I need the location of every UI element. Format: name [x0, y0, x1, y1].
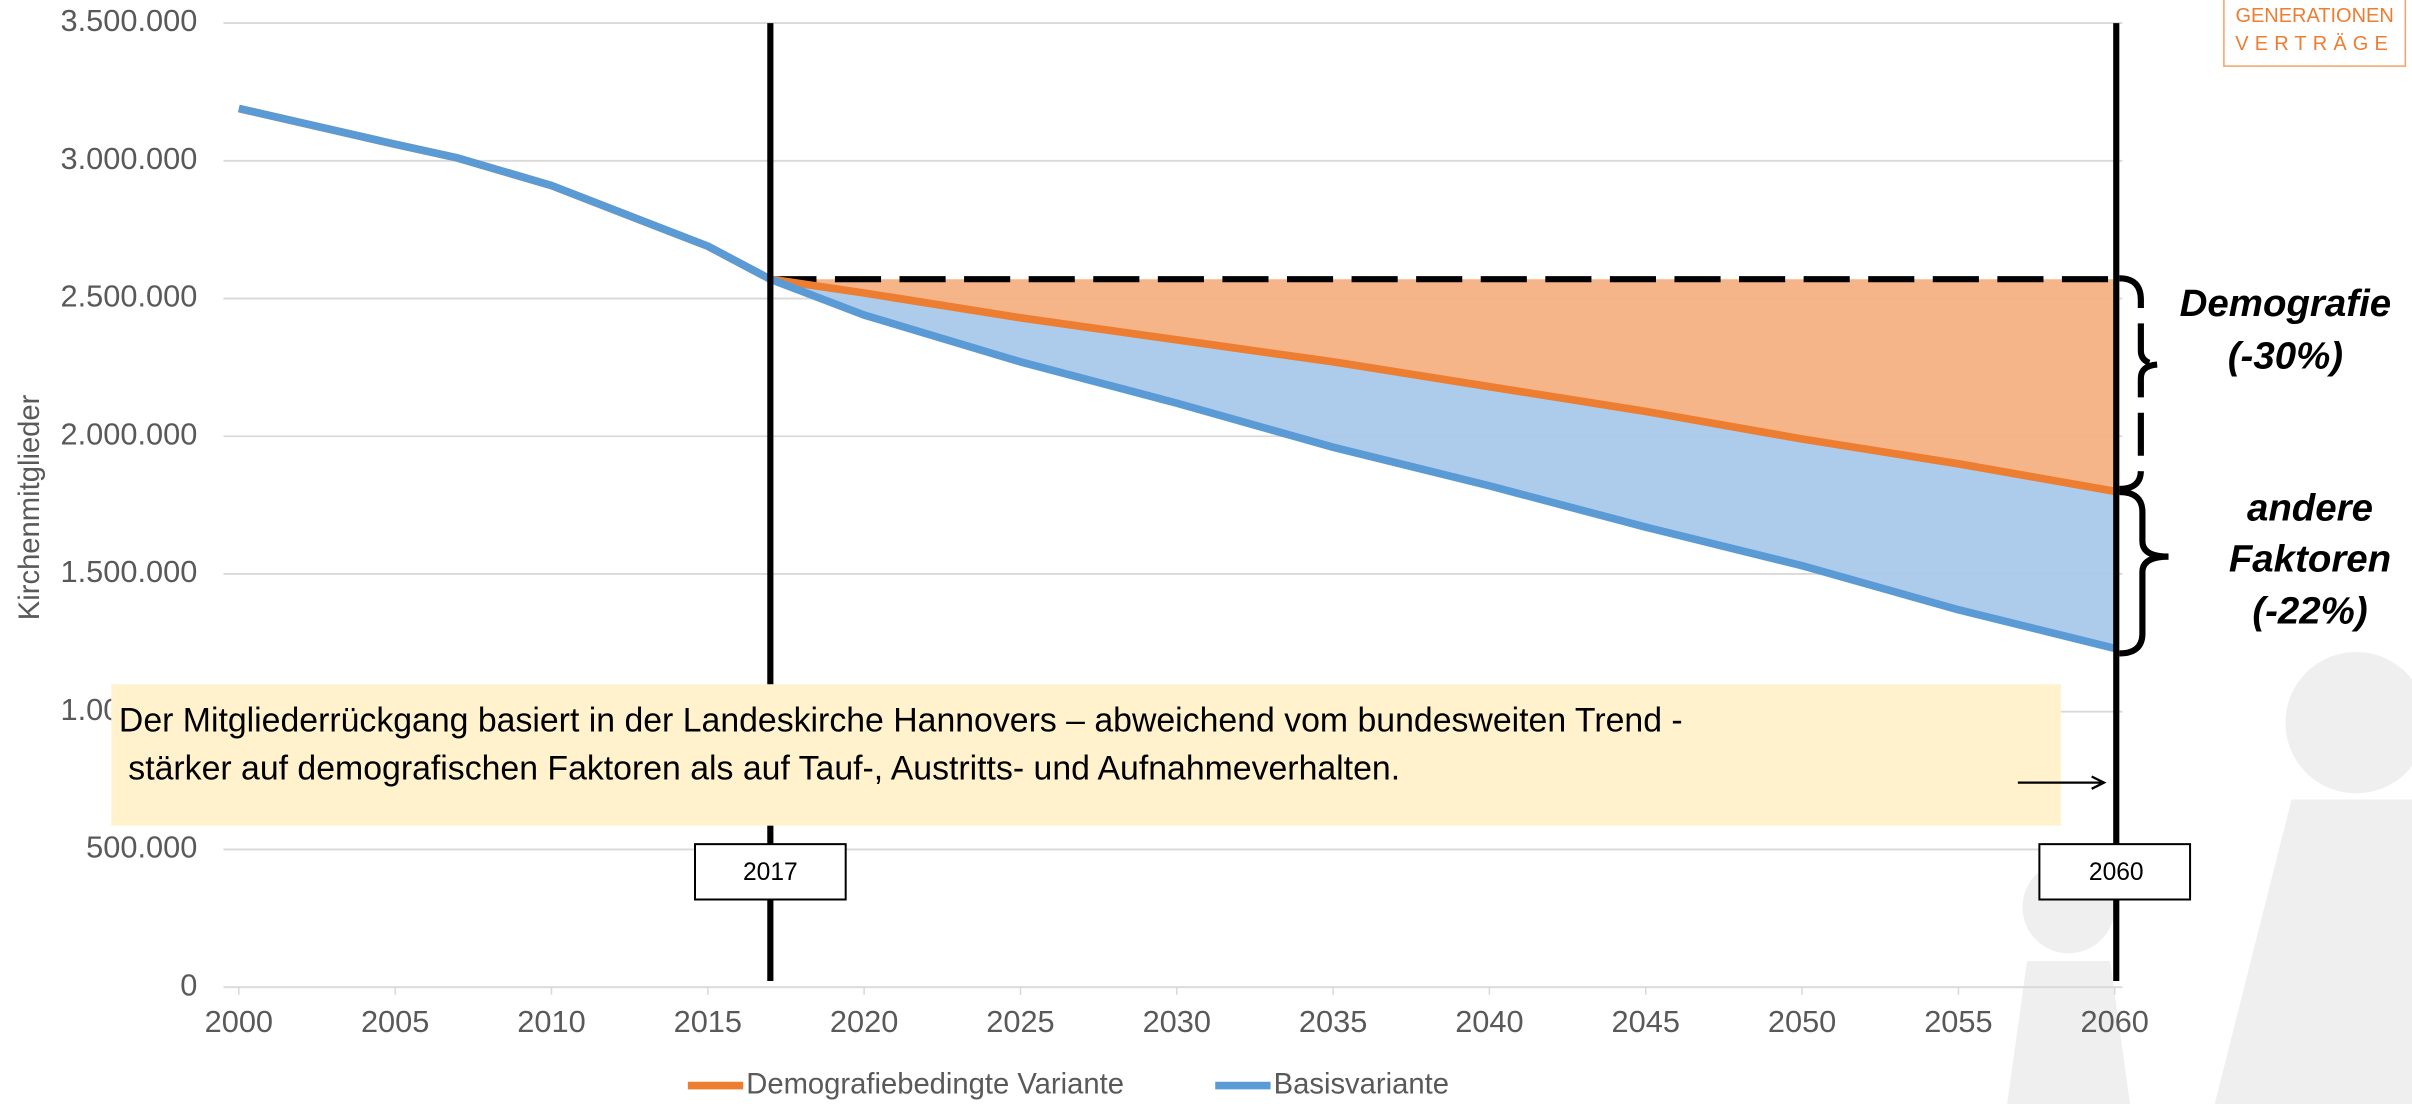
area [770, 279, 2115, 492]
x-tick-label: 2030 [1143, 1004, 1211, 1039]
marker-box [694, 843, 847, 901]
y-tick-label: 3.000.000 [61, 141, 198, 176]
background-figures [2007, 651, 2412, 1104]
arrow [2017, 775, 2107, 790]
annotation-text: stärker auf demografischen Faktoren als … [119, 749, 1400, 787]
x-tick-label: 2015 [674, 1004, 742, 1039]
annotation-box [111, 684, 2061, 826]
annotation-text: Der Mitgliederrückgang basiert in der La… [119, 702, 1683, 740]
marker-label: 2060 [2089, 859, 2144, 886]
x-tick-label: 2035 [1299, 1004, 1367, 1039]
y-axis-label: Kirchenmitglieder [14, 394, 46, 620]
x-tick-label: 2055 [1924, 1004, 1992, 1039]
logo-text: GENERATIONEN [2235, 5, 2393, 27]
marker-box [2038, 843, 2192, 901]
bracket-label: (-22%) [2252, 590, 2367, 633]
x-tick-label: 2060 [2081, 1004, 2149, 1039]
logo-text: VERTRÄGE [2235, 33, 2394, 55]
logo [2223, 0, 2407, 67]
y-tick-label: 2.500.000 [61, 279, 198, 314]
y-tick-label: 1.500.000 [61, 554, 198, 589]
x-tick-label: 2040 [1455, 1004, 1523, 1039]
plot: 0500.0001.000.0001.500.0002.000.0002.500… [61, 3, 2192, 1039]
x-tick-label: 2005 [361, 1004, 429, 1039]
bracket-label: Faktoren [2229, 537, 2391, 580]
bracket-label: (-30%) [2228, 334, 2343, 377]
x-tick-label: 2045 [1612, 1004, 1680, 1039]
line [237, 104, 2116, 653]
legend-label: Basisvariante [1274, 1068, 1449, 1100]
marker-label: 2017 [743, 859, 798, 886]
legend-label: Demografiebedingte Variante [746, 1068, 1124, 1100]
bracket [2119, 275, 2161, 493]
y-tick-label: 0 [180, 967, 197, 1002]
bracket-label: andere [2247, 487, 2373, 530]
x-tick-label: 2020 [830, 1004, 898, 1039]
bracket-label: Demografie [2180, 282, 2391, 325]
y-tick-label: 2.000.000 [61, 416, 198, 451]
x-tick-label: 2025 [986, 1004, 1054, 1039]
bracket [2119, 488, 2169, 657]
x-tick-label: 2010 [517, 1004, 585, 1039]
y-tick-label: 3.500.000 [61, 3, 198, 38]
x-tick-label: 2050 [1768, 1004, 1836, 1039]
x-tick-label: 2000 [205, 1004, 273, 1039]
y-tick-label: 500.000 [86, 830, 197, 865]
